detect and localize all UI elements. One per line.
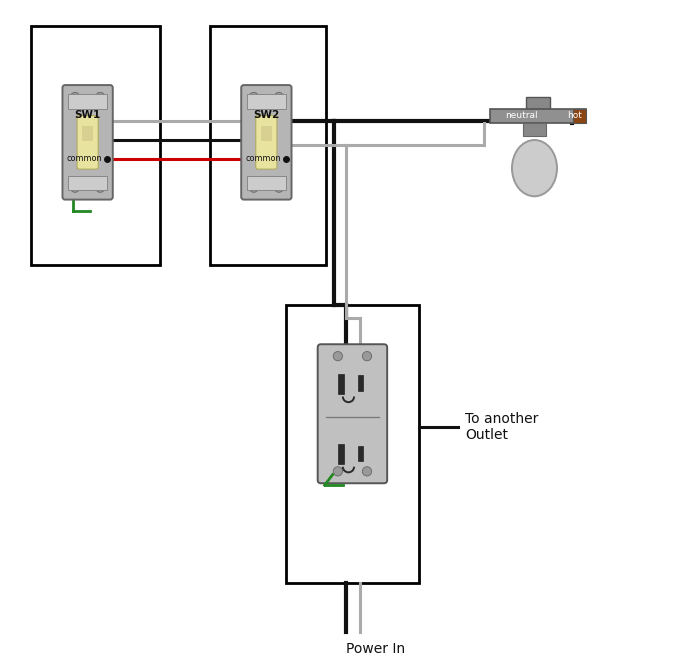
Bar xyxy=(490,109,586,123)
Text: SW2: SW2 xyxy=(253,109,279,120)
Bar xyxy=(68,95,108,109)
Circle shape xyxy=(274,93,284,102)
Bar xyxy=(358,446,363,461)
Bar xyxy=(247,95,286,109)
FancyBboxPatch shape xyxy=(62,85,113,200)
Text: common: common xyxy=(66,154,102,164)
Ellipse shape xyxy=(512,140,557,197)
Bar xyxy=(210,26,326,265)
Circle shape xyxy=(71,183,79,193)
Bar xyxy=(32,26,160,265)
Bar xyxy=(286,305,419,583)
Circle shape xyxy=(274,183,284,193)
Text: Power In: Power In xyxy=(346,642,405,656)
Text: neutral: neutral xyxy=(505,111,538,120)
Circle shape xyxy=(362,467,372,476)
Circle shape xyxy=(71,93,79,102)
Bar xyxy=(523,123,546,136)
Text: To another
Outlet: To another Outlet xyxy=(465,412,538,442)
Text: common: common xyxy=(245,154,281,164)
FancyBboxPatch shape xyxy=(77,116,98,169)
FancyBboxPatch shape xyxy=(241,85,292,200)
Circle shape xyxy=(362,352,372,361)
Circle shape xyxy=(333,352,342,361)
Circle shape xyxy=(96,183,105,193)
FancyBboxPatch shape xyxy=(318,344,387,483)
Text: SW1: SW1 xyxy=(75,109,101,120)
Bar xyxy=(338,444,345,464)
Circle shape xyxy=(249,183,258,193)
Bar xyxy=(68,176,108,191)
FancyBboxPatch shape xyxy=(256,116,277,169)
Bar xyxy=(573,109,586,123)
Bar xyxy=(247,176,286,191)
Bar xyxy=(338,374,345,394)
Bar xyxy=(526,97,549,109)
Bar xyxy=(82,126,93,141)
Circle shape xyxy=(333,467,342,476)
Bar xyxy=(358,375,363,391)
Circle shape xyxy=(249,93,258,102)
Circle shape xyxy=(96,93,105,102)
Text: hot: hot xyxy=(566,111,582,120)
Bar xyxy=(261,126,272,141)
